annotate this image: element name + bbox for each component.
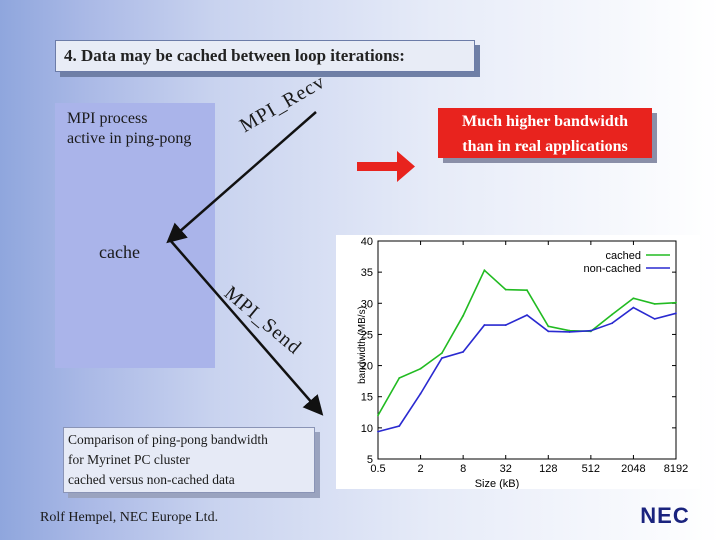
slide-title: 4. Data may be cached between loop itera… bbox=[64, 46, 405, 65]
y-tick-label: 5 bbox=[367, 454, 373, 466]
data-point-non-cached bbox=[653, 317, 656, 320]
y-tick-label: 25 bbox=[361, 329, 373, 341]
caption-line2: for Myrinet PC cluster bbox=[68, 452, 190, 467]
process-label: MPI process active in ping-pong bbox=[67, 109, 217, 149]
recv-arrow bbox=[166, 111, 317, 244]
data-point-cached bbox=[398, 377, 401, 379]
data-point-cached bbox=[483, 269, 486, 272]
data-point-cached bbox=[653, 303, 656, 305]
nec-logo: NEC bbox=[640, 505, 689, 525]
x-tick-label: 2 bbox=[418, 463, 424, 475]
data-point-non-cached bbox=[589, 329, 592, 332]
chart-y-axis-label: bandwidth (MB/s) bbox=[357, 306, 368, 384]
caption-line3: cached versus non-cached data bbox=[68, 472, 235, 487]
y-tick-label: 40 bbox=[361, 236, 373, 248]
data-point-non-cached bbox=[611, 322, 614, 325]
data-point-cached bbox=[675, 301, 677, 304]
data-point-cached bbox=[526, 289, 528, 292]
y-tick-label: 20 bbox=[361, 361, 373, 373]
x-tick-label: 128 bbox=[539, 463, 557, 475]
caption-line1: Comparison of ping-pong bandwidth bbox=[68, 432, 268, 447]
caption-box: Comparison of ping-pong bandwidth for My… bbox=[63, 427, 315, 493]
x-tick-label: 32 bbox=[500, 463, 512, 475]
data-point-non-cached bbox=[398, 425, 401, 427]
data-point-non-cached bbox=[440, 357, 443, 359]
data-point-non-cached bbox=[568, 331, 571, 333]
bandwidth-chart: 5 10 15 20 25 30 35 40 0.5 2 8 32 128 512 2048 8192 cac… bbox=[357, 236, 688, 490]
plot-frame bbox=[377, 240, 677, 460]
slide-title-box: 4. Data may be cached between loop itera… bbox=[55, 40, 475, 72]
x-tick-label: 8192 bbox=[664, 463, 688, 475]
y-tick-label: 10 bbox=[361, 423, 373, 435]
bandwidth-note-line2: than in real applications bbox=[462, 138, 628, 155]
process-label-line1: MPI process bbox=[67, 110, 148, 127]
bandwidth-chart-panel: 5 10 15 20 25 30 35 40 0.5 2 8 32 128 512 2048 8192 cac… bbox=[336, 235, 700, 490]
data-point-cached bbox=[462, 314, 465, 317]
data-point-cached bbox=[504, 288, 507, 291]
process-label-line2: active in ping-pong bbox=[67, 130, 192, 147]
nec-logo-text: NEC bbox=[640, 505, 689, 525]
data-point-non-cached bbox=[632, 306, 635, 309]
data-point-non-cached bbox=[526, 314, 528, 317]
chart-axes bbox=[377, 240, 677, 460]
cache-label: cache bbox=[99, 242, 140, 262]
data-point-non-cached bbox=[504, 324, 507, 326]
data-point-non-cached bbox=[483, 324, 486, 326]
mpi-process-box: MPI process active in ping-pong bbox=[55, 103, 215, 368]
send-arrow bbox=[169, 239, 324, 416]
data-point-cached bbox=[377, 414, 379, 417]
data-point-non-cached bbox=[462, 350, 465, 353]
y-tick-label: 15 bbox=[361, 392, 373, 404]
data-point-cached bbox=[440, 352, 443, 355]
data-point-cached bbox=[419, 367, 422, 370]
data-point-non-cached bbox=[675, 312, 677, 315]
data-point-non-cached bbox=[377, 430, 379, 433]
data-point-non-cached bbox=[419, 392, 422, 395]
bandwidth-note-box: Much higher bandwidth than in real appli… bbox=[438, 108, 652, 158]
data-point-cached bbox=[611, 313, 614, 316]
chart-x-axis-label: Size (kB) bbox=[475, 478, 520, 489]
x-tick-label: 2048 bbox=[621, 463, 645, 475]
x-tick-label: 8 bbox=[460, 463, 466, 475]
footer-author: Rolf Hempel, NEC Europe Ltd. bbox=[40, 510, 219, 525]
data-point-non-cached bbox=[547, 330, 550, 333]
data-point-cached bbox=[547, 325, 550, 328]
data-point-cached bbox=[632, 297, 635, 300]
y-tick-label: 30 bbox=[361, 298, 373, 310]
bandwidth-note-line1: Much higher bandwidth bbox=[462, 113, 628, 130]
y-tick-label: 35 bbox=[361, 267, 373, 279]
legend-label-cached: cached bbox=[606, 250, 641, 262]
x-tick-label: 0.5 bbox=[370, 463, 385, 475]
red-arrow-icon bbox=[357, 151, 415, 182]
x-tick-label: 512 bbox=[582, 463, 600, 475]
legend-label-non-cached: non-cached bbox=[584, 263, 642, 275]
